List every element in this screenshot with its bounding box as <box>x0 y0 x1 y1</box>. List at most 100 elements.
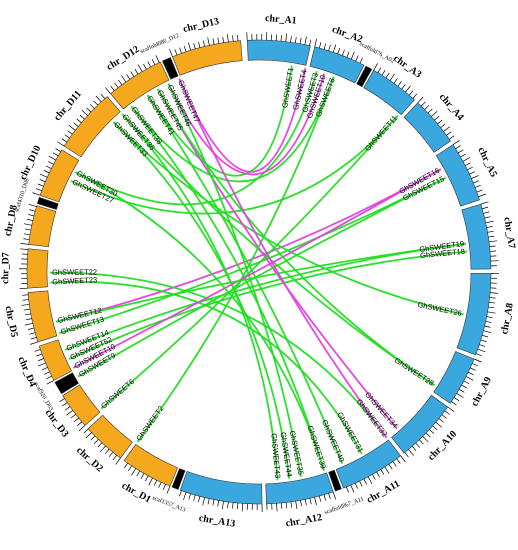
tick-mark <box>221 501 224 510</box>
tick-mark <box>237 503 239 510</box>
tick-mark <box>112 454 117 461</box>
tick-mark <box>232 502 234 509</box>
gene-label: GhSWEET2 <box>134 404 165 442</box>
tick-mark <box>441 414 447 419</box>
tick-mark <box>489 245 496 247</box>
tick-mark <box>396 458 401 464</box>
tick-mark <box>473 180 479 184</box>
tick-mark <box>43 170 50 174</box>
link-segmental <box>157 88 436 387</box>
tick-mark <box>276 503 278 512</box>
tick-mark <box>158 482 162 488</box>
tick-mark <box>52 152 59 157</box>
tick-mark <box>304 499 307 506</box>
tick-mark <box>81 109 88 116</box>
chromosome-label: chr_D13 <box>182 16 220 35</box>
tick-mark <box>438 418 444 423</box>
tick-mark <box>70 414 76 419</box>
tick-mark <box>424 105 430 110</box>
tick-mark <box>434 116 440 121</box>
tick-mark <box>78 425 86 432</box>
tick-mark <box>24 308 31 311</box>
tick-mark <box>29 209 36 212</box>
tick-mark <box>188 493 191 500</box>
chromosome-chr-d2 <box>87 414 133 459</box>
chromosome-label: chr_A8 <box>499 302 516 335</box>
tick-mark <box>285 502 288 509</box>
tick-mark <box>463 380 470 384</box>
tick-mark <box>401 84 406 90</box>
tick-mark <box>380 469 385 475</box>
chromosome-label: chr_D7 <box>0 252 11 284</box>
chromosome-chr-d10 <box>39 149 80 203</box>
tick-mark <box>337 48 341 54</box>
tick-mark <box>488 235 495 238</box>
gene-label: GhSWEET11 <box>363 114 399 153</box>
tick-mark <box>485 320 492 323</box>
tick-mark <box>300 500 302 507</box>
tick-mark <box>328 493 331 500</box>
tick-mark <box>408 449 414 456</box>
tick-mark <box>55 148 61 152</box>
tick-mark <box>482 335 489 338</box>
tick-mark <box>314 497 317 506</box>
link-segmental <box>50 280 363 455</box>
tick-mark <box>183 492 187 500</box>
chromosome-label: scaffold867_A11 <box>323 496 364 517</box>
tick-mark <box>323 43 327 50</box>
link-segmental <box>74 70 318 206</box>
gene-label: GhSWEET23 <box>52 275 97 286</box>
chromosome-scaf920-d03 <box>54 372 79 395</box>
tick-mark <box>469 171 475 175</box>
tick-mark <box>332 44 337 53</box>
tick-mark <box>151 59 156 65</box>
tick-mark <box>373 63 378 71</box>
tick-mark <box>136 470 141 477</box>
tick-mark <box>39 179 46 183</box>
tick-mark <box>285 33 288 42</box>
chromosome-scaffold867-a11 <box>328 469 342 492</box>
tick-mark <box>381 69 386 76</box>
tick-mark <box>179 47 182 54</box>
gene-label: GhSWEET43 <box>269 433 282 479</box>
tick-mark <box>143 63 147 70</box>
link-segmental <box>77 177 447 378</box>
tick-mark <box>76 118 82 124</box>
tick-mark <box>57 141 65 147</box>
tick-mark <box>377 67 382 73</box>
chromosome-label: chr_A10 <box>426 429 459 463</box>
chromosome-chr-a7 <box>461 203 492 270</box>
tick-mark <box>30 337 37 340</box>
tick-mark <box>411 446 417 452</box>
chromosome-chr-a5 <box>435 144 480 207</box>
tick-mark <box>384 466 390 474</box>
tick-mark <box>24 228 31 231</box>
tick-mark <box>404 452 409 458</box>
tick-mark <box>85 432 92 439</box>
tick-mark <box>476 189 483 193</box>
chromosome-label: chr_D3 <box>43 407 71 439</box>
tick-mark <box>66 410 74 416</box>
link-segmental <box>74 171 325 471</box>
tick-mark <box>59 398 65 403</box>
link-segmental <box>55 242 467 323</box>
tick-mark <box>482 206 489 210</box>
tick-mark <box>29 332 36 335</box>
tick-mark <box>355 55 359 62</box>
tick-mark <box>36 353 43 357</box>
tick-mark <box>332 491 337 500</box>
tick-mark <box>484 216 491 219</box>
tick-mark <box>99 445 106 453</box>
tick-mark <box>346 51 350 58</box>
chromosome-chr-d3 <box>62 384 101 426</box>
tick-mark <box>420 101 426 107</box>
tick-mark <box>455 145 461 150</box>
tick-mark <box>153 480 158 486</box>
chromosome-chr-a13 <box>179 471 263 505</box>
tick-mark <box>212 38 215 45</box>
tick-mark <box>155 55 160 63</box>
tick-mark <box>100 93 106 99</box>
chromosome-chr-a2 <box>309 46 365 84</box>
tick-mark <box>64 134 70 139</box>
chromosome-chr-a12 <box>265 472 334 505</box>
